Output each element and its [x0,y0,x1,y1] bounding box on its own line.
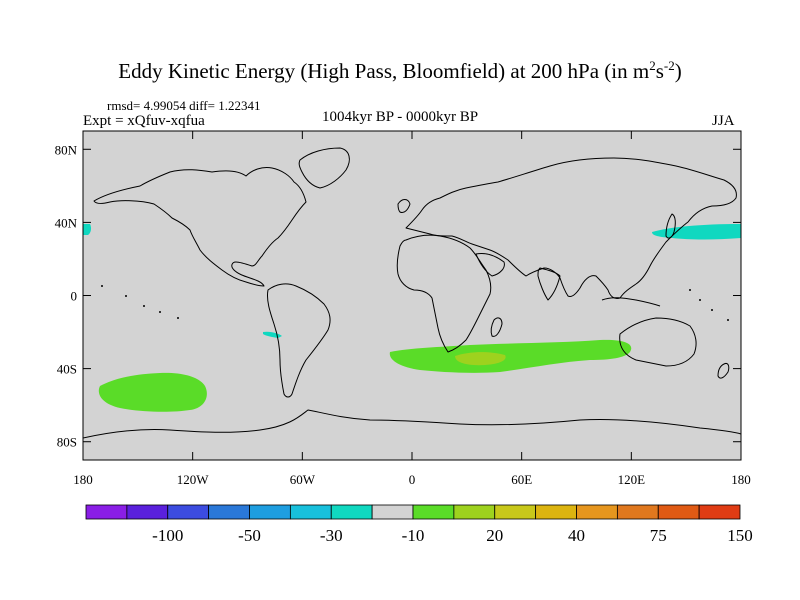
lon-tick-label: 120W [177,472,210,487]
colorbar-label: 75 [650,526,667,545]
colorbar-segment [208,504,250,520]
longitude-axis: 180 120W 60W 0 60E 120E 180 [73,131,751,487]
colorbar-segment [698,504,741,520]
colorbar-label: -50 [238,526,261,545]
colorbar-segment [249,504,291,520]
coast-africa [396,234,492,353]
field-south-indian [389,339,632,373]
colorbar-segment [85,504,128,520]
lat-tick-label: 40N [55,215,78,230]
colorbar-segment [576,504,618,520]
coast-india [537,267,561,301]
lon-tick-label: 60E [511,472,532,487]
latitude-axis: 80N 40N 0 40S 80S [55,142,741,450]
colorbar-label: -10 [402,526,425,545]
lon-tick-label: 120E [618,472,646,487]
lat-tick-label: 80S [57,435,77,450]
coast-new-zealand [717,363,730,379]
colorbar-segment [494,504,537,520]
colorbar [85,504,741,520]
colorbar-segment [453,504,496,520]
colorbar-label: -30 [320,526,343,545]
lon-tick-label: 180 [731,472,751,487]
chart-title: Eddy Kinetic Energy (High Pass, Bloomfie… [118,58,682,83]
colorbar-segment [616,504,659,520]
coast-indonesia [601,297,661,307]
period-label: 1004kyr BP - 0000kyr BP [322,109,479,125]
coast-british-isles [397,199,411,213]
colorbar-segment [657,504,700,520]
coast-antarctica [83,409,741,439]
coast-arabia [475,253,505,277]
lat-tick-label: 40S [57,362,77,377]
colorbar-segment [330,504,373,520]
colorbar-segment [412,504,455,520]
colorbar-label: -100 [152,526,183,545]
coast-australia [619,317,697,367]
lon-tick-label: 60W [290,472,316,487]
coast-south-america [267,283,331,398]
coast-europe-asia [405,157,737,299]
coastlines [83,147,741,439]
colorbar-segment [535,504,577,520]
coast-greenland [298,147,350,189]
field-north-atlantic-edge [83,224,92,235]
lon-tick-label: 180 [73,472,93,487]
colorbar-label: 20 [486,526,503,545]
field-south-indian-core [455,352,506,366]
lon-tick-label: 0 [409,472,416,487]
colorbar-label: 40 [568,526,585,545]
coast-japan [665,213,676,239]
colorbar-segment [126,504,169,520]
field-south-pacific [98,372,207,412]
colorbar-segment [289,504,332,520]
colorbar-label: 150 [727,526,753,545]
lat-tick-label: 0 [71,289,78,304]
coast-north-america [93,167,307,287]
stats-text: rmsd= 4.99054 diff= 1.22341 [107,98,261,113]
experiment-label: Expt = xQfuv-xqfua [83,113,205,129]
lat-tick-label: 80N [55,142,78,157]
colorbar-labels: -100 -50 -30 -10 20 40 75 150 [152,526,753,545]
colorbar-segment [371,504,414,520]
field-north-pacific [652,224,741,240]
colorbar-segment [167,504,210,520]
minor-islands [101,285,729,321]
coast-madagascar [490,317,503,337]
season-label: JJA [712,113,735,129]
